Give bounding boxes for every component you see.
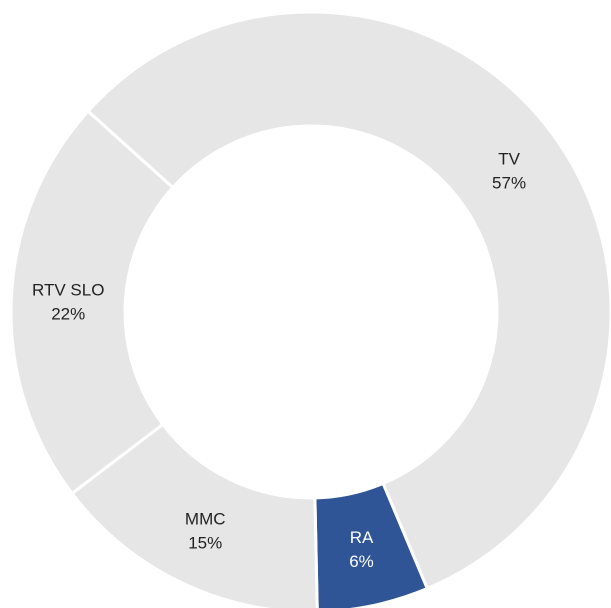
- value-label: 57%: [492, 174, 526, 193]
- value-label: 22%: [51, 304, 85, 323]
- slice: [9, 109, 175, 496]
- slice-label: MMC: [185, 509, 226, 528]
- slice: [85, 10, 611, 591]
- slice-label: RTV SLO: [32, 280, 104, 299]
- slice-label: TV: [498, 150, 520, 169]
- value-label: 6%: [349, 552, 374, 571]
- value-label: 15%: [188, 533, 222, 552]
- slice-label: RA: [350, 528, 374, 547]
